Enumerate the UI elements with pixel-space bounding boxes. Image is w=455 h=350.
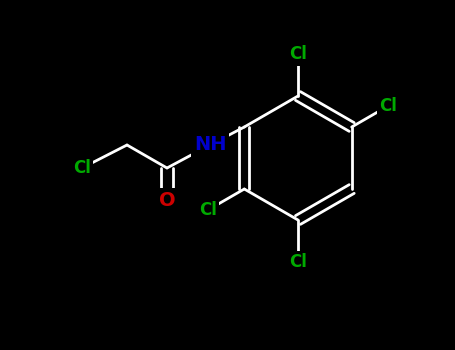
- Text: Cl: Cl: [199, 201, 217, 219]
- Text: Cl: Cl: [73, 159, 91, 177]
- Text: Cl: Cl: [289, 253, 307, 271]
- Text: NH: NH: [194, 135, 226, 154]
- Text: O: O: [159, 190, 175, 210]
- Text: Cl: Cl: [379, 97, 397, 115]
- Text: Cl: Cl: [289, 45, 307, 63]
